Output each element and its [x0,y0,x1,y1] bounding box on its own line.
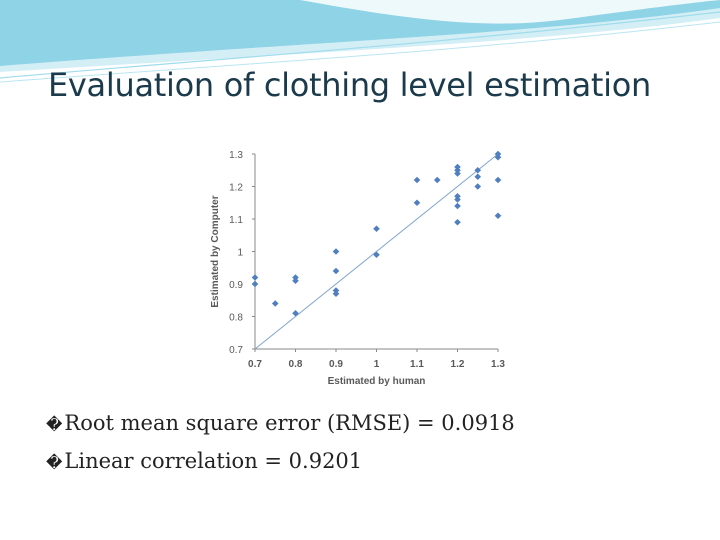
data-point [474,183,482,190]
x-tick-label: 0.7 [248,359,262,370]
data-point [494,212,502,220]
data-point [373,251,380,259]
header-swoosh-decoration [0,0,720,83]
data-point [474,166,482,174]
data-point [251,280,259,288]
data-point [454,202,461,210]
data-point [454,163,461,171]
data-point [413,199,421,207]
swoosh-line-2 [0,21,720,83]
data-point [332,267,340,275]
y-tick-label: 1.1 [229,215,243,226]
data-point [454,218,461,226]
data-point [454,192,461,200]
data-point [292,309,299,317]
data-point [332,248,340,255]
swoosh-white-curve [300,0,720,24]
bullet-list: �Root mean square error (RMSE) = 0.0918 … [46,408,515,484]
scatter-chart: 0.7 0.8 0.9 1 1.1 1.2 1.3 0.7 0.8 0.9 1 1.1 1.2 1.3 Es… [210,150,505,387]
bullet-glyph: � [46,415,63,434]
data-point [413,176,421,184]
data-point [474,173,482,181]
x-tick-label: 1.3 [491,359,505,370]
data-point [292,274,299,281]
bullet-correlation-text: Linear correlation = 0.9201 [64,449,363,473]
swoosh-line-1 [0,11,720,79]
y-tick-label: 0.9 [229,280,243,291]
y-tick-label: 1.3 [229,150,243,161]
y-tick-label: 0.8 [229,313,243,324]
x-tick-label: 0.8 [289,359,303,370]
x-axis-label: Estimated by human [328,376,426,387]
bullet-rmse-text: Root mean square error (RMSE) = 0.0918 [64,411,515,435]
data-point [494,150,502,158]
x-tick-label: 0.9 [329,359,343,370]
x-tick-label: 1 [374,359,380,370]
data-point [251,274,259,281]
data-point [373,225,380,233]
data-point [271,300,279,307]
y-tick-label: 1 [237,248,243,259]
y-tick-label: 0.7 [229,345,243,356]
bullet-rmse: �Root mean square error (RMSE) = 0.0918 [46,408,515,446]
data-point [433,176,441,184]
y-axis-label: Estimated by Computer [210,195,221,307]
data-point [332,287,340,294]
bullet-glyph: � [46,453,63,472]
x-tick-label: 1.1 [410,359,424,370]
bullet-correlation: �Linear correlation = 0.9201 [46,446,515,484]
slide-title: Evaluation of clothing level estimation [48,66,652,104]
y-tick-label: 1.2 [229,183,243,194]
x-tick-label: 1.2 [451,359,465,370]
data-point [494,176,502,184]
